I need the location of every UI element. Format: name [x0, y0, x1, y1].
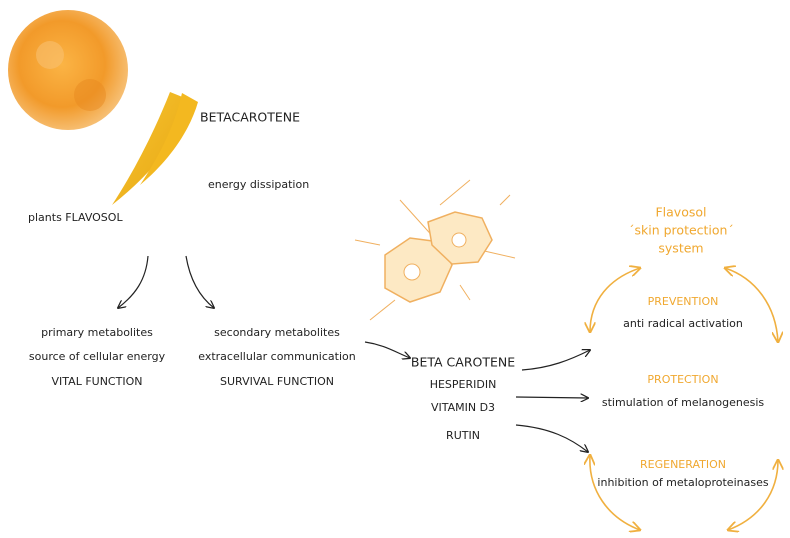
arrow	[185, 255, 214, 308]
arrow	[521, 350, 590, 371]
label: energy dissipation	[208, 178, 309, 191]
system-title: system	[658, 241, 703, 256]
system-title: Flavosol	[655, 205, 706, 220]
text: SURVIVAL FUNCTION	[220, 375, 334, 388]
item-text: inhibition of metaloproteinases	[597, 476, 768, 489]
text: BETA CAROTENE	[411, 355, 515, 370]
system-title: ´skin protection´	[628, 223, 733, 238]
item-name: REGENERATION	[640, 458, 726, 471]
text: extracellular communication	[198, 350, 355, 363]
arrow	[515, 397, 588, 398]
text: HESPERIDIN	[430, 378, 497, 391]
item-text: stimulation of melanogenesis	[602, 396, 765, 409]
arrow	[515, 424, 588, 452]
item-name: PROTECTION	[647, 373, 718, 386]
label: BETACAROTENE	[200, 110, 300, 125]
text: RUTIN	[446, 429, 480, 442]
sun	[8, 10, 128, 130]
cells	[354, 179, 516, 321]
item-text: anti radical activation	[623, 317, 743, 330]
item-name: PREVENTION	[648, 295, 719, 308]
cycle-arrows	[590, 268, 778, 530]
text: secondary metabolites	[214, 326, 340, 339]
arrow	[364, 341, 410, 358]
text: VITAL FUNCTION	[52, 375, 143, 388]
carrot	[112, 92, 198, 205]
text: source of cellular energy	[29, 350, 166, 363]
label: plants FLAVOSOL	[28, 211, 123, 224]
text: primary metabolites	[41, 326, 153, 339]
arrow	[118, 255, 149, 308]
text: VITAMIN D3	[431, 401, 495, 414]
